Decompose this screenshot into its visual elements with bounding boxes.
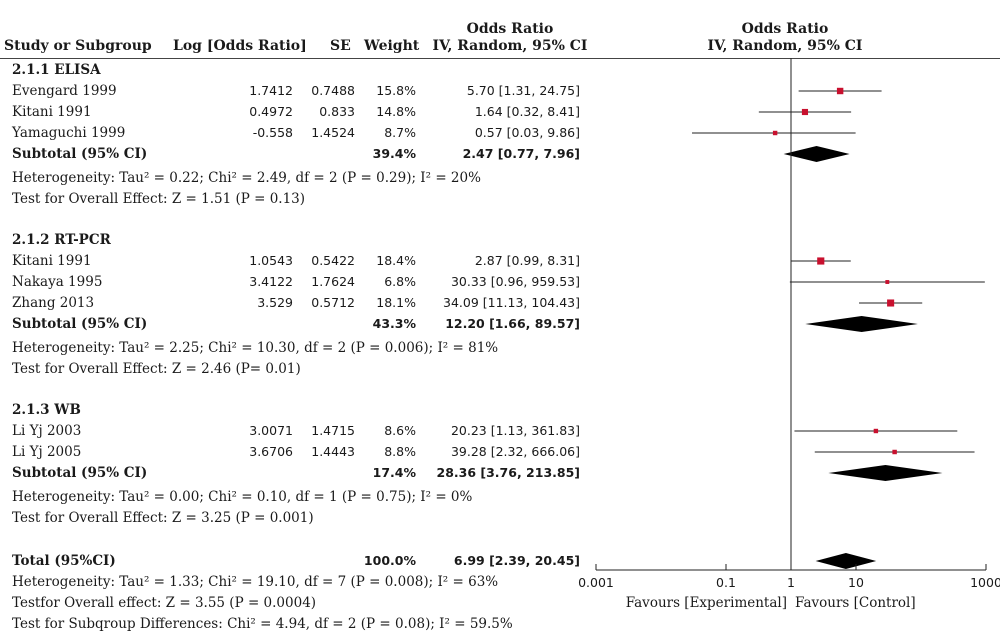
study-log-or: 3.6706: [249, 444, 293, 459]
study-se: 0.5422: [311, 253, 355, 268]
total-weight: 100.0%: [363, 553, 416, 568]
study-point: [836, 87, 844, 95]
study-point: [885, 280, 890, 284]
x-label-right: Favours [Control]: [795, 595, 916, 611]
plot-subtitle: IV, Random, 95% CI: [707, 38, 863, 54]
study-point: [801, 108, 809, 116]
study-name: Evengard 1999: [12, 83, 117, 99]
header-or-title: Odds Ratio: [466, 21, 554, 37]
study-weight: 14.8%: [376, 104, 416, 119]
study-log-or: 1.0543: [249, 253, 293, 268]
heterogeneity-text: Heterogeneity: Tau² = 0.00; Chi² = 0.10,…: [12, 489, 473, 505]
x-label-left: Favours [Experimental]: [626, 595, 787, 611]
x-tick-label: 10: [848, 575, 864, 590]
header-log-or: Log [Odds Ratio]: [173, 38, 307, 54]
subtotal-weight: 17.4%: [372, 465, 416, 480]
x-tick-label: 1: [787, 575, 795, 590]
subtotal-diamond: [828, 465, 943, 481]
x-tick-label: 0.1: [716, 575, 736, 590]
study-name: Nakaya 1995: [12, 274, 103, 290]
study-point: [873, 428, 879, 434]
subtotal-ci: 28.36 [3.76, 213.85]: [436, 465, 581, 480]
subtotal-diamond: [783, 146, 850, 162]
total-overall-effect-text: Testfor Overall effect: Z = 3.55 (P = 0.…: [12, 595, 317, 611]
x-tick-label: 0.001: [578, 575, 614, 590]
study-ci: 30.33 [0.96, 959.53]: [450, 274, 580, 289]
study-weight: 8.6%: [384, 423, 416, 438]
plot-title: Odds Ratio: [741, 21, 829, 37]
study-ci: 0.57 [0.03, 9.86]: [474, 125, 580, 140]
study-se: 0.5712: [311, 295, 355, 310]
study-weight: 6.8%: [384, 274, 416, 289]
study-point: [892, 449, 897, 455]
header-se: SE: [330, 38, 351, 54]
study-weight: 18.4%: [376, 253, 416, 268]
subtotal-diamond: [805, 316, 918, 332]
study-ci: 20.23 [1.13, 361.83]: [450, 423, 580, 438]
subgroup-differences-text: Test for Subqroup Differences: Chi² = 4.…: [12, 616, 513, 632]
study-log-or: 3.529: [257, 295, 293, 310]
study-ci: 34.09 [11.13, 104.43]: [443, 295, 580, 310]
study-ci: 39.28 [2.32, 666.06]: [450, 444, 580, 459]
subgroup-title: 2.1.2 RT-PCR: [12, 232, 111, 248]
study-se: 1.4715: [311, 423, 355, 438]
study-log-or: 0.4972: [249, 104, 293, 119]
subtotal-ci: 2.47 [0.77, 7.96]: [462, 146, 580, 161]
heterogeneity-text: Heterogeneity: Tau² = 0.22; Chi² = 2.49,…: [12, 170, 481, 186]
subtotal-weight: 43.3%: [372, 316, 416, 331]
overall-effect-text: Test for Overall Effect: Z = 1.51 (P = 0…: [12, 191, 306, 207]
study-point: [887, 299, 895, 307]
study-log-or: 1.7412: [249, 83, 293, 98]
study-weight: 18.1%: [376, 295, 416, 310]
study-log-or: -0.558: [252, 125, 293, 140]
overall-effect-text: Test for Overall Effect: Z = 3.25 (P = 0…: [12, 510, 314, 526]
study-se: 1.7624: [311, 274, 355, 289]
header-study: Study or Subgroup: [4, 38, 152, 54]
study-se: 0.7488: [311, 83, 355, 98]
overall-effect-text: Test for Overall Effect: Z = 2.46 (P= 0.…: [12, 361, 301, 377]
x-tick-label: 1000: [970, 575, 1000, 590]
subtotal-label: Subtotal (95% CI): [12, 146, 148, 162]
subtotal-label: Subtotal (95% CI): [12, 316, 148, 332]
study-se: 1.4443: [311, 444, 355, 459]
study-se: 0.833: [319, 104, 355, 119]
study-log-or: 3.0071: [249, 423, 293, 438]
subgroup-title: 2.1.3 WB: [12, 402, 81, 418]
study-name: Kitani 1991: [12, 253, 92, 269]
study-se: 1.4524: [311, 125, 355, 140]
study-ci: 2.87 [0.99, 8.31]: [474, 253, 580, 268]
study-log-or: 3.4122: [249, 274, 293, 289]
study-ci: 1.64 [0.32, 8.41]: [474, 104, 580, 119]
study-weight: 8.7%: [384, 125, 416, 140]
header-weight: Weight: [364, 38, 420, 54]
total-heterogeneity-text: Heterogeneity: Tau² = 1.33; Chi² = 19.10…: [12, 574, 499, 590]
study-point: [772, 130, 778, 136]
study-name: Zhang 2013: [12, 295, 95, 311]
study-weight: 15.8%: [376, 83, 416, 98]
study-name: Kitani 1991: [12, 104, 92, 120]
subtotal-label: Subtotal (95% CI): [12, 465, 148, 481]
study-point: [817, 257, 825, 265]
subtotal-ci: 12.20 [1.66, 89.57]: [445, 316, 580, 331]
total-label: Total (95%CI): [12, 553, 116, 569]
study-name: Li Yj 2005: [12, 444, 82, 460]
header-or-sub: IV, Random, 95% CI: [432, 38, 588, 54]
study-weight: 8.8%: [384, 444, 416, 459]
subtotal-weight: 39.4%: [372, 146, 416, 161]
header-rule: [0, 58, 1000, 59]
total-ci: 6.99 [2.39, 20.45]: [453, 553, 580, 568]
heterogeneity-text: Heterogeneity: Tau² = 2.25; Chi² = 10.30…: [12, 340, 499, 356]
subgroup-title: 2.1.1 ELISA: [12, 62, 101, 78]
total-diamond: [815, 553, 877, 569]
study-name: Li Yj 2003: [12, 423, 82, 439]
study-name: Yamaguchi 1999: [12, 125, 126, 141]
study-ci: 5.70 [1.31, 24.75]: [466, 83, 580, 98]
